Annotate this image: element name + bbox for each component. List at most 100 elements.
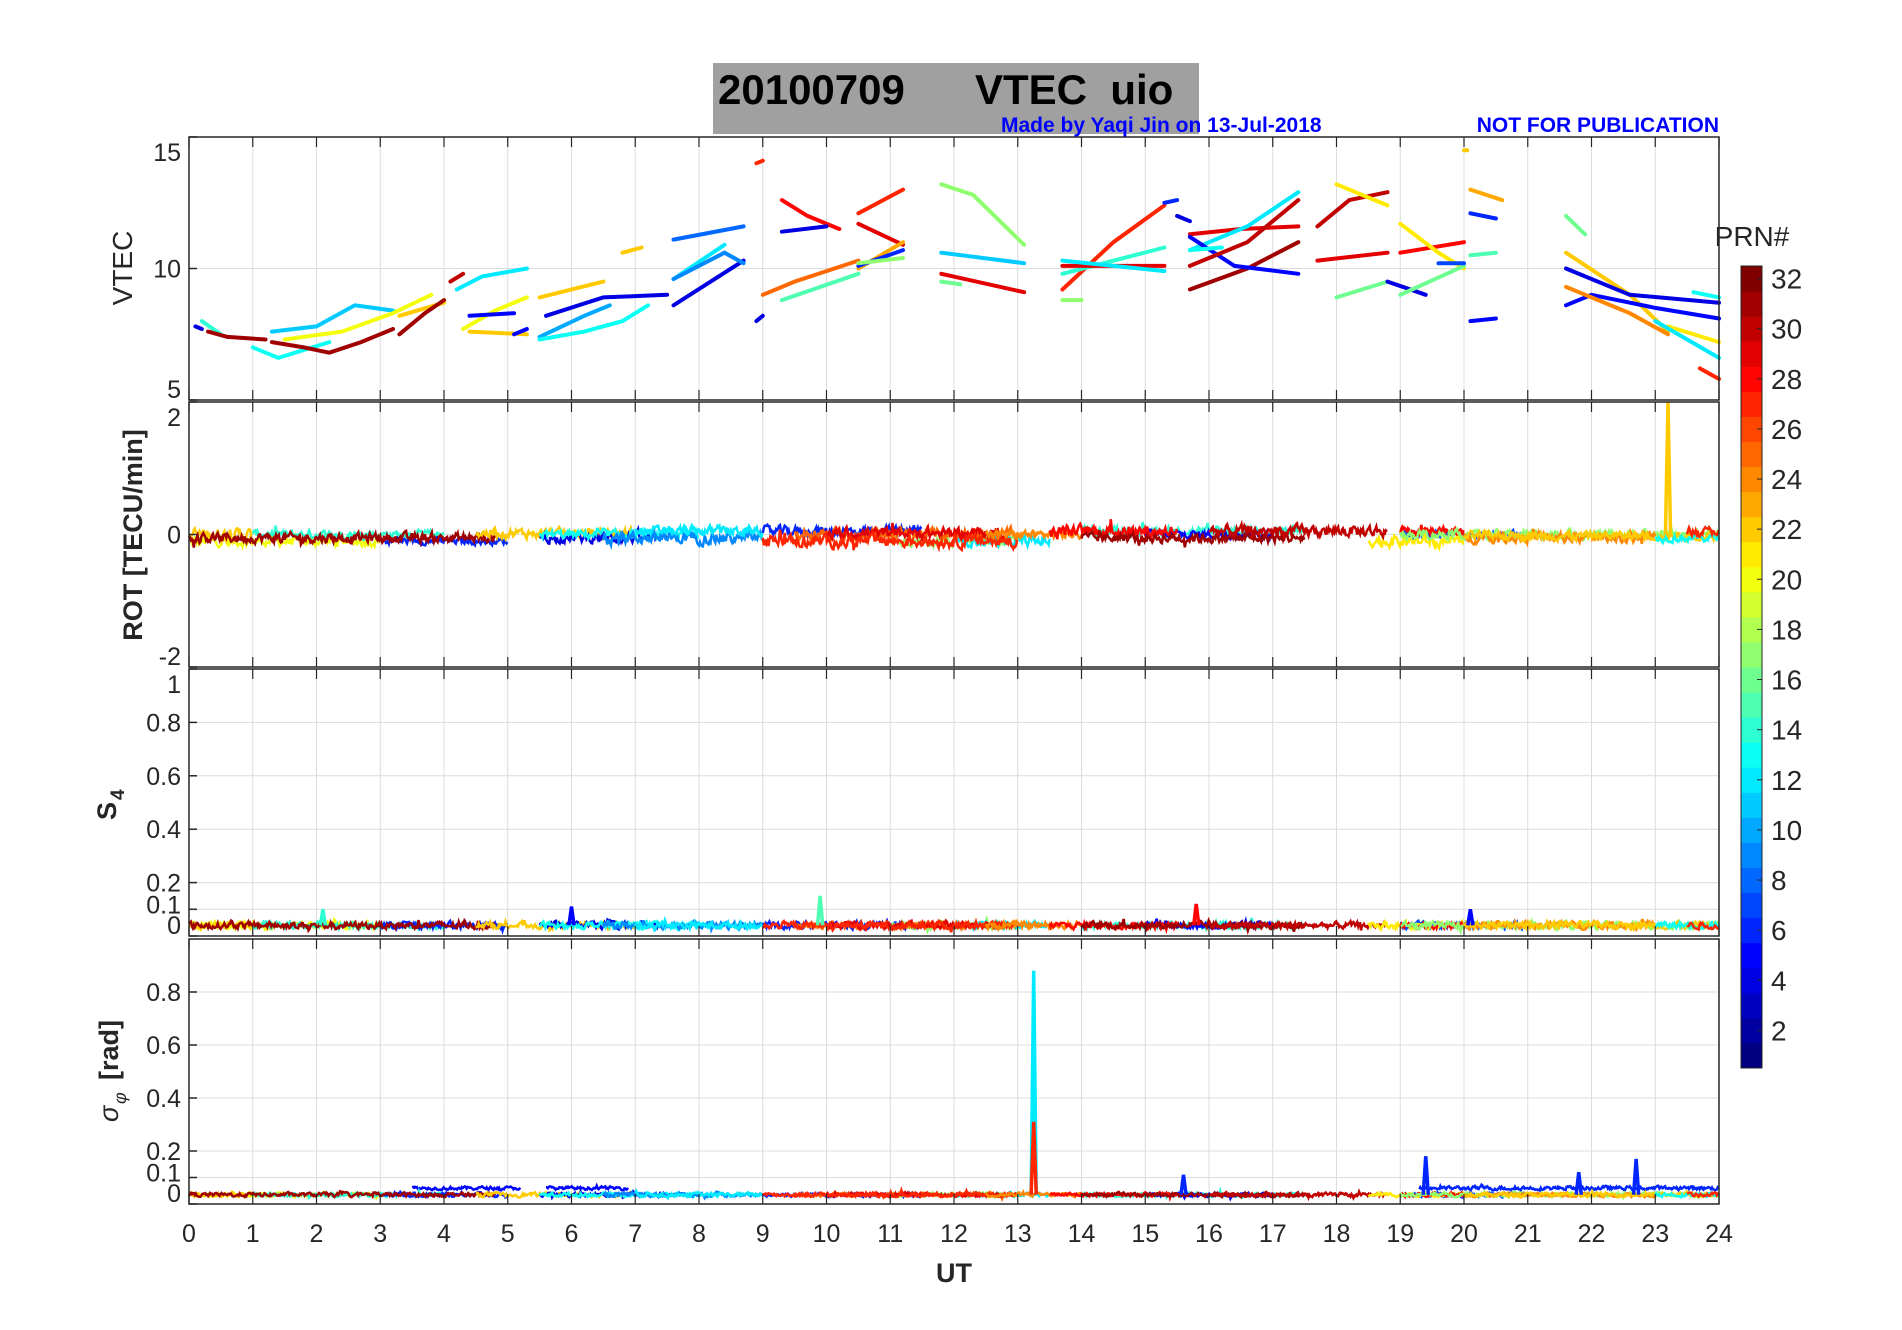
colorbar-swatch-prn-1 bbox=[1741, 1042, 1762, 1069]
sigma-spike-prn-6 bbox=[1574, 1172, 1584, 1195]
colorbar-swatch-prn-19 bbox=[1741, 591, 1762, 618]
sigma-prn-5-trace bbox=[545, 1182, 630, 1192]
x-axis-label: UT bbox=[936, 1258, 972, 1288]
title-text: VTEC uio bbox=[975, 66, 1173, 113]
colorbar-swatch-prn-9 bbox=[1741, 842, 1762, 868]
publication-notice: NOT FOR PUBLICATION bbox=[1477, 114, 1719, 137]
x-tick-label: 24 bbox=[1705, 1220, 1733, 1248]
x-tick-label: 1 bbox=[246, 1220, 260, 1248]
x-tick-label: 18 bbox=[1323, 1220, 1351, 1248]
colorbar-tick-label: 22 bbox=[1771, 514, 1802, 545]
vtec-prn-31-segment bbox=[397, 298, 446, 337]
sigma-ylabel: σ φ [rad] bbox=[94, 1020, 130, 1122]
vtec-prn-27-segment bbox=[856, 187, 905, 216]
vtec-prn-4-segment bbox=[754, 313, 765, 324]
vtec-prn-29-segment bbox=[856, 221, 905, 247]
s4-prn-27-trace bbox=[1686, 920, 1720, 932]
x-tick-label: 22 bbox=[1578, 1220, 1606, 1248]
colorbar-tick-label: 20 bbox=[1771, 564, 1802, 595]
colorbar-swatch-prn-31 bbox=[1741, 291, 1762, 317]
vtec-prn-9-segment bbox=[671, 250, 746, 281]
vtec-prn-23-segment bbox=[1468, 187, 1505, 203]
colorbar-swatch-prn-23 bbox=[1741, 491, 1762, 518]
colorbar-title: PRN# bbox=[1715, 221, 1790, 252]
colorbar-swatch-prn-24 bbox=[1741, 466, 1762, 493]
vtec-prn-16-segment bbox=[1334, 279, 1390, 300]
colorbar-tick-label: 8 bbox=[1771, 865, 1787, 896]
vtec-prn-5-segment bbox=[1468, 316, 1498, 324]
vtec-prn-20-segment bbox=[461, 295, 529, 331]
rot-spike-prn-22 bbox=[1663, 401, 1673, 535]
s4-spike-prn-14 bbox=[318, 909, 328, 926]
s4-spike-prn-5 bbox=[1466, 909, 1475, 926]
colorbar-swatch-prn-13 bbox=[1741, 742, 1762, 768]
vtec-prn-25-segment bbox=[760, 258, 861, 297]
vtec-prn-30-segment bbox=[1315, 190, 1390, 229]
s4-ytick-label: 0.8 bbox=[146, 709, 181, 737]
s4-prn-31-trace bbox=[188, 917, 496, 934]
sigma-prn-9-trace bbox=[602, 1189, 764, 1201]
vtec-prn-30-segment bbox=[1187, 198, 1301, 268]
vtec-prn-4-segment bbox=[671, 258, 746, 308]
s4-ytick-label: 0.4 bbox=[146, 816, 181, 844]
vtec-prn-29-segment bbox=[1315, 250, 1390, 263]
vtec-prn-20-segment bbox=[282, 292, 434, 342]
x-tick-label: 17 bbox=[1259, 1220, 1287, 1248]
vtec-prn-6-segment bbox=[1468, 211, 1498, 221]
rot-prn-30-trace bbox=[1208, 519, 1388, 543]
colorbar-tick-label: 12 bbox=[1771, 765, 1802, 796]
colorbar-tick-label: 32 bbox=[1771, 264, 1802, 295]
vtec-prn-10-segment bbox=[537, 303, 612, 339]
vtec-ytick-label: 5 bbox=[167, 376, 181, 404]
colorbar-swatch-prn-25 bbox=[1741, 441, 1762, 467]
rot-prn-9-trace bbox=[602, 526, 764, 551]
vtec-prn-17-segment bbox=[939, 182, 1027, 247]
vtec-prn-28-segment bbox=[779, 198, 842, 231]
vtec-prn-16-segment bbox=[1564, 213, 1588, 237]
colorbar-swatch-prn-6 bbox=[1741, 917, 1762, 944]
x-tick-label: 14 bbox=[1068, 1220, 1096, 1248]
title-date: 20100709 bbox=[718, 66, 905, 113]
vtec-prn-6-segment bbox=[1162, 198, 1180, 205]
sigma-prn-27-trace bbox=[1687, 1190, 1720, 1199]
x-tick-label: 12 bbox=[940, 1220, 968, 1248]
s4-prn-22-trace bbox=[475, 916, 636, 933]
colorbar-swatch-prn-14 bbox=[1741, 717, 1762, 743]
vtec-prn-16-segment bbox=[939, 279, 963, 287]
vtec-prn-5-segment bbox=[467, 311, 517, 318]
rot-ytick-label: -2 bbox=[159, 643, 181, 671]
vtec-prn-8-segment bbox=[671, 224, 746, 242]
vtec-prn-16-segment bbox=[1398, 263, 1466, 297]
colorbar-tick-label: 2 bbox=[1771, 1015, 1787, 1046]
colorbar-swatch-prn-3 bbox=[1741, 992, 1762, 1019]
x-tick-label: 21 bbox=[1514, 1220, 1542, 1248]
credit-note: Made by Yaqi Jin on 13-Jul-2018 bbox=[1001, 114, 1322, 137]
s4-ytick-label: 1 bbox=[167, 671, 181, 699]
s4-prn-22-trace bbox=[1463, 918, 1720, 933]
colorbar-tick-label: 28 bbox=[1771, 364, 1802, 395]
x-tick-label: 6 bbox=[565, 1220, 579, 1248]
vtec-prn-4-segment bbox=[1385, 279, 1428, 297]
s4-ylabel-sub: 4 bbox=[108, 789, 129, 800]
vtec-prn-4-segment bbox=[544, 292, 670, 318]
colorbar-tick-label: 14 bbox=[1771, 715, 1802, 746]
colorbar-swatch-prn-22 bbox=[1741, 516, 1762, 543]
vtec-prn-12-segment bbox=[1653, 319, 1721, 360]
colorbar-swatch-prn-12 bbox=[1741, 767, 1762, 793]
vtec-prn-27-segment bbox=[754, 158, 765, 166]
s4-ytick-label: 0.6 bbox=[146, 763, 181, 791]
s4-spike-prn-28 bbox=[1191, 903, 1201, 926]
sigma-spike-prn-27 bbox=[1029, 1121, 1038, 1195]
colorbar-swatch-prn-2 bbox=[1741, 1017, 1762, 1044]
colorbar-tick-label: 30 bbox=[1771, 314, 1802, 345]
colorbar-swatch-prn-15 bbox=[1741, 692, 1762, 718]
s4-spike-prn-5 bbox=[567, 906, 576, 926]
vtec-prn-24-segment bbox=[1564, 284, 1670, 337]
colorbar-swatch-prn-26 bbox=[1741, 416, 1762, 442]
rot-prn-31-trace bbox=[187, 527, 497, 549]
x-tick-label: 20 bbox=[1450, 1220, 1478, 1248]
x-tick-label: 0 bbox=[182, 1220, 196, 1248]
vtec-prn-14-segment bbox=[199, 319, 223, 337]
vtec-prn-17-segment bbox=[856, 256, 905, 266]
x-tick-label: 23 bbox=[1641, 1220, 1669, 1248]
